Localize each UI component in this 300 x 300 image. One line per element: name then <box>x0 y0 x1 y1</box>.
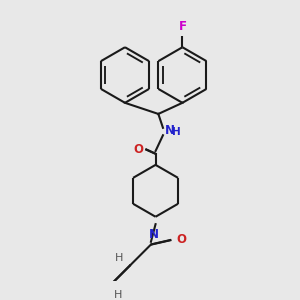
Text: N: N <box>165 124 175 137</box>
Text: O: O <box>133 142 143 156</box>
Text: N: N <box>149 228 159 241</box>
Text: F: F <box>178 20 186 33</box>
Text: H: H <box>115 253 124 262</box>
Text: O: O <box>176 233 186 246</box>
Text: H: H <box>172 127 181 136</box>
Text: H: H <box>113 290 122 300</box>
